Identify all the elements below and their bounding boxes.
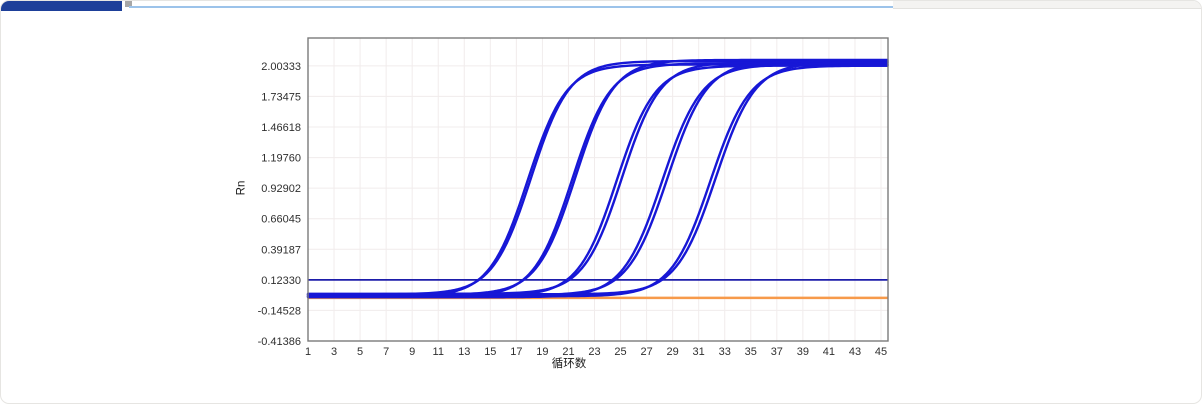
x-tick-label: 43 — [849, 346, 861, 358]
y-axis-title: Rn — [235, 180, 248, 196]
plot-area — [308, 38, 888, 341]
y-tick-label: 1.46618 — [261, 122, 301, 134]
x-tick-label: 15 — [484, 346, 496, 358]
y-tick-label: -0.14528 — [258, 305, 301, 317]
x-tick-label: 19 — [536, 346, 548, 358]
x-tick-label: 37 — [771, 346, 783, 358]
y-tick-label: 2.00333 — [261, 61, 301, 73]
x-tick-label: 9 — [409, 346, 415, 358]
tab-grip-icon — [125, 1, 132, 7]
x-tick-label: 11 — [433, 346, 444, 358]
x-tick-label: 29 — [667, 346, 679, 358]
y-tick-label: 0.66045 — [261, 214, 301, 226]
y-tick-label: 0.12330 — [261, 275, 301, 287]
x-axis-title: 循环数 — [551, 358, 587, 370]
plot-border — [307, 37, 889, 342]
x-tick-label: 39 — [797, 346, 809, 358]
y-tick-label: 0.92902 — [261, 183, 301, 195]
x-tick-label: 31 — [693, 346, 705, 358]
x-tick-label: 13 — [458, 346, 470, 358]
x-tick-label: 21 — [562, 346, 574, 358]
x-tick-label: 27 — [640, 346, 652, 358]
tab-underline — [129, 6, 893, 8]
x-tick-label: 41 — [823, 346, 835, 358]
x-tick-label: 3 — [331, 346, 337, 358]
y-tick-label: 1.19760 — [261, 153, 301, 165]
y-tick-label: 0.39187 — [261, 244, 301, 256]
top-right-panel-edge — [893, 1, 1201, 9]
y-tick-label: -0.41386 — [258, 336, 301, 348]
amplification-group-5 — [306, 61, 889, 296]
x-tick-label: 25 — [614, 346, 626, 358]
amplification-group-5 — [306, 64, 889, 298]
x-tick-label: 17 — [510, 346, 522, 358]
x-tick-label: 7 — [383, 346, 389, 358]
x-tick-label: 23 — [588, 346, 600, 358]
x-tick-label: 33 — [719, 346, 731, 358]
selected-tab-fragment[interactable] — [1, 1, 122, 11]
y-tick-label: 1.73475 — [261, 91, 301, 103]
x-tick-label: 5 — [357, 346, 363, 358]
x-tick-label: 35 — [745, 346, 757, 358]
x-tick-label: 1 — [305, 346, 311, 358]
x-tick-label: 45 — [875, 346, 887, 358]
